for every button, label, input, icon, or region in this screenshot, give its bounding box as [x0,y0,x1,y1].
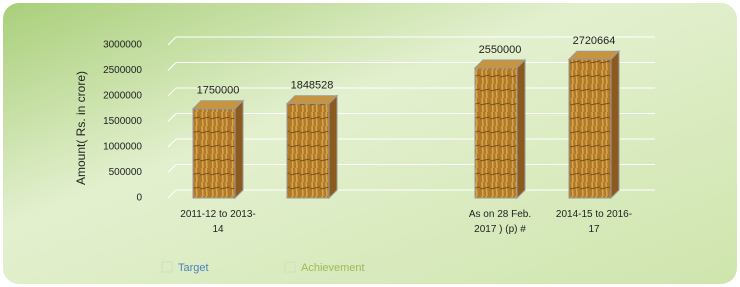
x-tick-label: 2014-15 to 2016-17 [551,207,637,237]
bar [569,59,611,198]
bar-side [329,96,337,198]
bar [193,109,235,198]
value-label: 2550000 [479,44,522,56]
bar [287,104,329,198]
bar [475,68,517,198]
legend-label: Target [178,262,209,274]
legend-label: Achievement [301,262,365,274]
page: Amount( Rs. in crore) Target Achievement… [0,0,740,287]
bar-side [235,101,243,198]
value-label: 1750000 [197,85,240,97]
y-tick-label: 2000000 [103,91,142,102]
y-axis-label: Amount( Rs. in crore) [74,71,88,185]
x-tick-label: 2011-12 to 2013-14 [175,207,261,237]
value-label: 2720664 [573,35,616,47]
chart: Amount( Rs. in crore) Target Achievement… [0,0,740,287]
y-tick-label: 3000000 [103,40,142,51]
bar-side [517,60,525,198]
x-tick-label: As on 28 Feb. 2017 ) (p) # [457,207,543,237]
y-tick-label: 1500000 [103,116,142,127]
y-tick-label: 1000000 [103,142,142,153]
y-tick-label: 2500000 [103,65,142,76]
value-label: 1848528 [291,80,334,92]
bar-side [611,51,619,198]
y-tick-label: 500000 [109,167,143,178]
y-tick-label: 0 [136,193,142,204]
